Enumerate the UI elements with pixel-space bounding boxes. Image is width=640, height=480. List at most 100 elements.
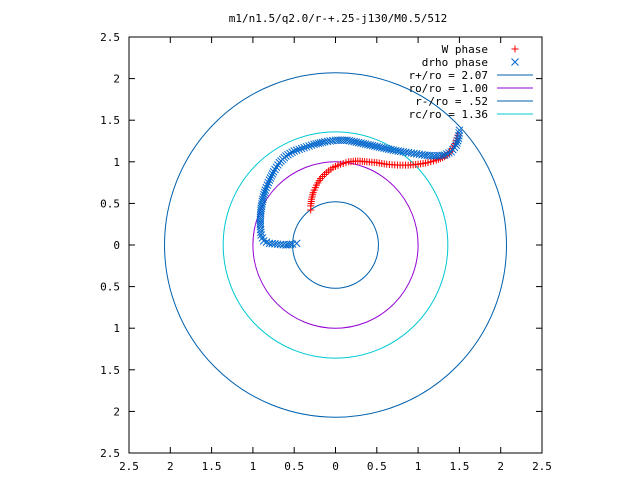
- drho-phase-point: [354, 138, 363, 147]
- x-tick-label: 0.5: [284, 460, 304, 473]
- legend-label: r-/ro = .52: [415, 95, 488, 108]
- drho-phase-point: [292, 239, 301, 248]
- drho-phase-point: [266, 174, 275, 182]
- x-tick-label: 1: [415, 460, 422, 473]
- drho-phase-point: [357, 139, 365, 148]
- drho-phase-point: [361, 140, 370, 149]
- drho-phase-point: [312, 139, 321, 148]
- drho-phase-point: [364, 140, 372, 149]
- circle-rc/ro = 1.36: [222, 131, 449, 359]
- phase-points: [256, 126, 464, 249]
- drho-phase-point: [391, 146, 400, 155]
- drho-phase-point: [380, 144, 388, 153]
- drho-phase-point: [275, 158, 284, 167]
- drho-phase-point: [359, 139, 368, 148]
- drho-phase-point: [302, 142, 311, 151]
- y-tick-label: 0: [113, 239, 120, 252]
- drho-phase-point: [382, 144, 391, 153]
- circle-r-/ro = .52: [292, 201, 379, 289]
- drho-phase-point: [268, 170, 277, 178]
- drho-phase-point: [368, 141, 377, 150]
- drho-phase-point: [267, 172, 276, 180]
- w-phase-point: [319, 172, 327, 180]
- drho-phase-point: [300, 143, 308, 152]
- y-tick-label: 1: [113, 322, 120, 335]
- drho-phase-point: [350, 137, 358, 146]
- legend-label: r+/ro = 2.07: [409, 69, 488, 82]
- drho-phase-point: [286, 240, 295, 249]
- drho-phase-point: [453, 139, 461, 147]
- drho-phase-point: [262, 238, 271, 246]
- drho-phase-point: [387, 145, 395, 154]
- y-tick-label: 1: [113, 156, 120, 169]
- w-phase-point: [307, 206, 315, 214]
- x-tick-label: 1.5: [202, 460, 222, 473]
- y-tick-label: 2: [113, 405, 120, 418]
- legend-label: ro/ro = 1.00: [409, 82, 488, 95]
- drho-phase-point: [259, 193, 268, 201]
- drho-phase-point: [347, 137, 356, 146]
- y-tick-label: 2.5: [100, 31, 120, 44]
- series-drho phase: [256, 126, 464, 249]
- drho-phase-point: [260, 188, 269, 197]
- drho-phase-point: [257, 228, 265, 237]
- drho-phase-point: [262, 183, 271, 192]
- drho-phase-point: [258, 195, 267, 204]
- drho-phase-point: [366, 141, 375, 150]
- drho-phase-point: [375, 143, 384, 152]
- x-tick-label: 2.5: [119, 460, 139, 473]
- reference-circles: [164, 72, 507, 418]
- drho-phase-point: [284, 150, 292, 159]
- drho-phase-point: [377, 143, 386, 152]
- circle-ro/ro = 1.00: [252, 161, 419, 329]
- drho-phase-point: [264, 178, 273, 187]
- drho-phase-point: [305, 142, 313, 150]
- drho-phase-point: [307, 141, 316, 150]
- drho-phase-point: [269, 167, 278, 176]
- x-tick-label: 1.5: [449, 460, 469, 473]
- drho-phase-point: [259, 236, 268, 245]
- drho-phase-point: [271, 165, 279, 174]
- drho-phase-point: [323, 137, 332, 146]
- drho-phase-point: [310, 140, 318, 149]
- chart-title: m1/n1.5/q2.0/r-+.25-j130/M0.5/512: [229, 12, 448, 25]
- circle-r+/ro = 2.07: [164, 72, 507, 418]
- drho-phase-point: [295, 145, 304, 154]
- drho-phase-point: [261, 186, 270, 194]
- drho-phase-point: [272, 163, 281, 172]
- x-tick-label: 2: [167, 460, 174, 473]
- y-tick-label: 2: [113, 73, 120, 86]
- drho-phase-point: [297, 144, 306, 153]
- drho-phase-point: [445, 149, 453, 157]
- drho-phase-point: [290, 147, 299, 155]
- x-axis: 2.5 2 1.5 1 0.5 0 0.5 1 1.5 2 2.5: [119, 37, 552, 473]
- drho-phase-point: [263, 181, 272, 189]
- drho-phase-point: [370, 142, 379, 151]
- y-tick-label: 0.5: [100, 197, 120, 210]
- drho-phase-point: [286, 149, 294, 158]
- x-tick-label: 0.5: [367, 460, 387, 473]
- drho-phase-point: [258, 197, 267, 206]
- drho-phase-point: [292, 146, 301, 155]
- drho-phase-point: [442, 150, 451, 158]
- y-tick-label: 1.5: [100, 364, 120, 377]
- w-phase-point: [320, 171, 328, 179]
- drho-phase-point: [258, 199, 266, 208]
- drho-phase-point: [260, 190, 268, 199]
- drho-phase-point: [265, 176, 274, 184]
- y-axis: 2.5 2 1.5 1 0.5 0 0.5 1 1.5 2 2.5: [100, 31, 542, 460]
- drho-phase-point: [447, 147, 455, 156]
- y-tick-label: 0.5: [100, 281, 120, 294]
- x-tick-label: 1: [250, 460, 257, 473]
- drho-phase-point: [454, 134, 463, 143]
- drho-phase-point: [352, 138, 361, 147]
- legend-label: W phase: [442, 43, 488, 56]
- x-tick-label: 2: [497, 460, 504, 473]
- x-tick-label: 0: [332, 460, 339, 473]
- y-tick-label: 2.5: [100, 447, 120, 460]
- x-tick-label: 2.5: [532, 460, 552, 473]
- drho-phase-point: [511, 58, 519, 66]
- drho-phase-point: [384, 145, 393, 154]
